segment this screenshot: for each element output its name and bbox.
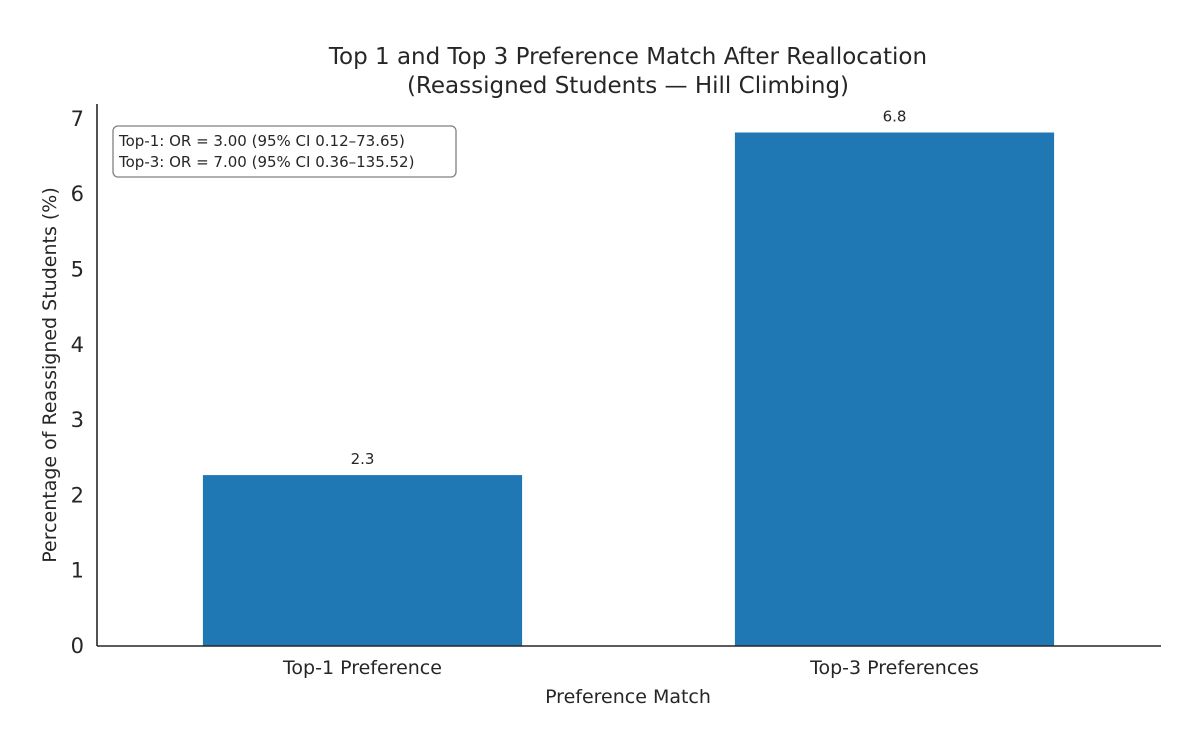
y-ticks-group: 0 1 2 3 4 5 6 7 xyxy=(71,107,84,658)
chart-title-line1: Top 1 and Top 3 Preference Match After R… xyxy=(328,44,927,70)
y-tick-label-0: 0 xyxy=(71,634,84,658)
annotation-line-top1: Top-1: OR = 3.00 (95% CI 0.12–73.65) xyxy=(118,132,405,150)
y-tick-label-4: 4 xyxy=(71,333,84,357)
bars-group xyxy=(202,132,1055,646)
x-ticks-group: Top-1 Preference Top-3 Preferences xyxy=(282,657,979,679)
annotation-line-top3: Top-3: OR = 7.00 (95% CI 0.36–135.52) xyxy=(118,153,414,171)
y-tick-label-7: 7 xyxy=(71,107,84,131)
x-tick-label-2: Top-3 Preferences xyxy=(809,657,979,679)
y-tick-label-6: 6 xyxy=(71,182,84,206)
value-labels-group: 2.3 6.8 xyxy=(351,108,907,469)
y-tick-label-2: 2 xyxy=(71,483,84,507)
y-tick-label-3: 3 xyxy=(71,408,84,432)
y-axis-label: Percentage of Reassigned Students (%) xyxy=(39,187,61,563)
value-label-1: 2.3 xyxy=(351,450,375,468)
y-tick-label-1: 1 xyxy=(71,559,84,583)
value-label-2: 6.8 xyxy=(883,108,907,126)
y-tick-label-5: 5 xyxy=(71,258,84,282)
annotation-box: Top-1: OR = 3.00 (95% CI 0.12–73.65) Top… xyxy=(112,125,457,178)
bar-1 xyxy=(202,475,523,646)
bar-2 xyxy=(734,132,1055,646)
chart-title-line2: (Reassigned Students — Hill Climbing) xyxy=(407,73,849,99)
x-axis-label: Preference Match xyxy=(545,686,711,708)
x-tick-label-1: Top-1 Preference xyxy=(282,657,442,679)
annotation-frame xyxy=(112,125,457,178)
